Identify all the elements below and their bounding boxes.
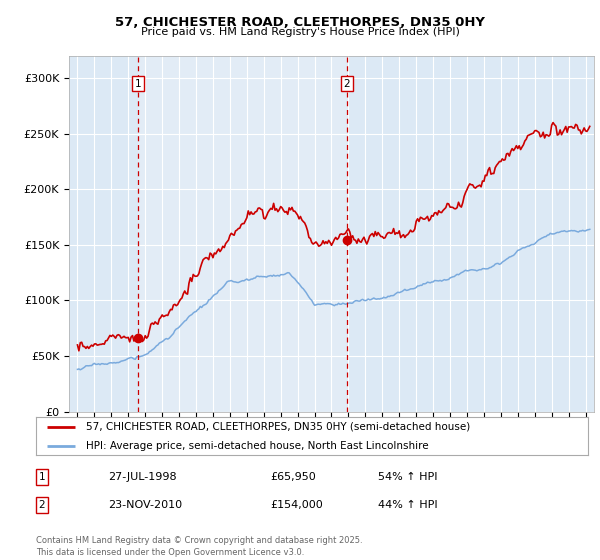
Text: Contains HM Land Registry data © Crown copyright and database right 2025.
This d: Contains HM Land Registry data © Crown c…	[36, 536, 362, 557]
Text: 54% ↑ HPI: 54% ↑ HPI	[378, 472, 437, 482]
Text: HPI: Average price, semi-detached house, North East Lincolnshire: HPI: Average price, semi-detached house,…	[86, 441, 428, 451]
Text: 57, CHICHESTER ROAD, CLEETHORPES, DN35 0HY: 57, CHICHESTER ROAD, CLEETHORPES, DN35 0…	[115, 16, 485, 29]
Text: 44% ↑ HPI: 44% ↑ HPI	[378, 500, 437, 510]
Text: 57, CHICHESTER ROAD, CLEETHORPES, DN35 0HY (semi-detached house): 57, CHICHESTER ROAD, CLEETHORPES, DN35 0…	[86, 422, 470, 432]
Text: 2: 2	[343, 79, 350, 89]
Text: 2: 2	[38, 500, 46, 510]
Text: 23-NOV-2010: 23-NOV-2010	[108, 500, 182, 510]
Text: £65,950: £65,950	[270, 472, 316, 482]
Text: 27-JUL-1998: 27-JUL-1998	[108, 472, 176, 482]
Text: £154,000: £154,000	[270, 500, 323, 510]
Bar	[138, 56, 347, 412]
Text: 1: 1	[38, 472, 46, 482]
Text: Price paid vs. HM Land Registry's House Price Index (HPI): Price paid vs. HM Land Registry's House …	[140, 27, 460, 37]
Text: 1: 1	[135, 79, 142, 89]
